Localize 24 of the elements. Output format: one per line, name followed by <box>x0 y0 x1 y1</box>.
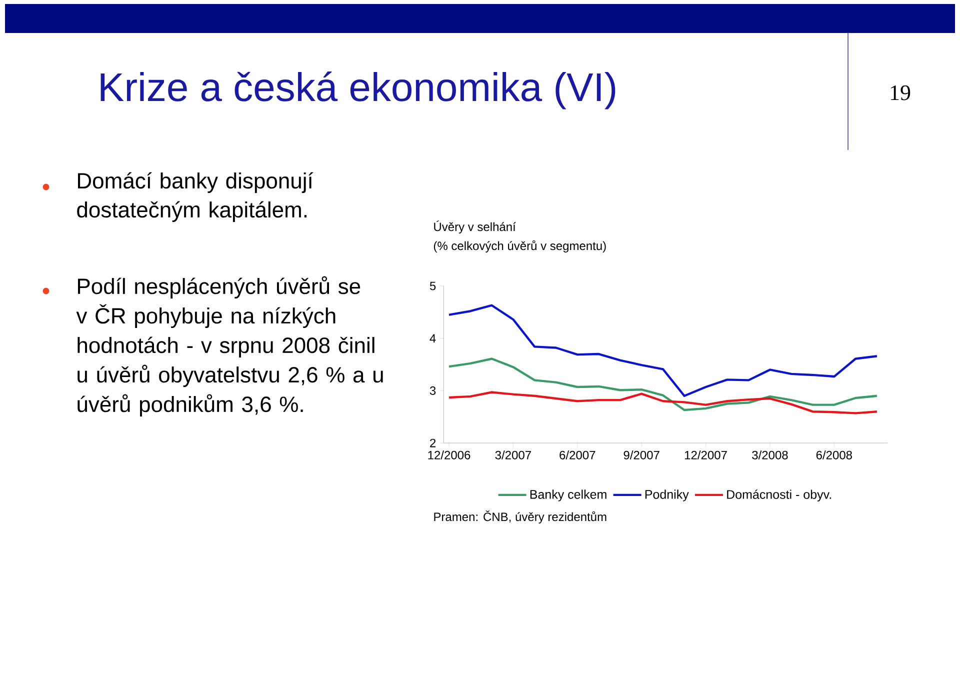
x-tick-label: 6/2007 <box>560 450 596 460</box>
legend-label: Podniky <box>645 490 689 502</box>
legend-label: Domácnosti - obyv. <box>727 490 831 502</box>
x-tick-label: 12/2007 <box>685 450 727 460</box>
x-tick-label: 9/2007 <box>624 450 660 460</box>
y-tick-label: 4 <box>430 334 436 342</box>
text: Domácí banky disponují dostatečným kapitálem. <box>77 172 314 222</box>
chart-subtitle: (% celkových úvěrů v segmentu) <box>434 240 606 252</box>
x-tick-label: 6/2008 <box>816 450 852 460</box>
text: 19 <box>890 85 910 100</box>
line-series <box>448 391 878 414</box>
y-tick-label: 2 <box>430 438 436 448</box>
legend-label: Banky celkem <box>530 490 606 502</box>
line-series <box>448 358 878 412</box>
x-tick-label: 3/2008 <box>752 450 788 460</box>
text: Podíl nesplácených úvěrů se v ČR pohybuje na nízkých hodnotách - v srpnu 2008 činil u úvěrů obyvatelstvu 2,6 % a u úvěrů podnikům 3,6 %. <box>76 276 383 416</box>
text: Pramen: ČNB, úvěry rezidentům <box>434 510 606 524</box>
y-tick-label: 3 <box>430 386 436 395</box>
line-series <box>448 304 878 397</box>
chart-title: Úvěry v selhání <box>434 220 516 234</box>
text: Krize a česká ekonomika (VI) <box>100 72 616 110</box>
y-tick-label: 5 <box>430 282 436 290</box>
x-tick-label: 12/2006 <box>428 450 470 460</box>
x-tick-label: 3/2007 <box>495 450 531 460</box>
